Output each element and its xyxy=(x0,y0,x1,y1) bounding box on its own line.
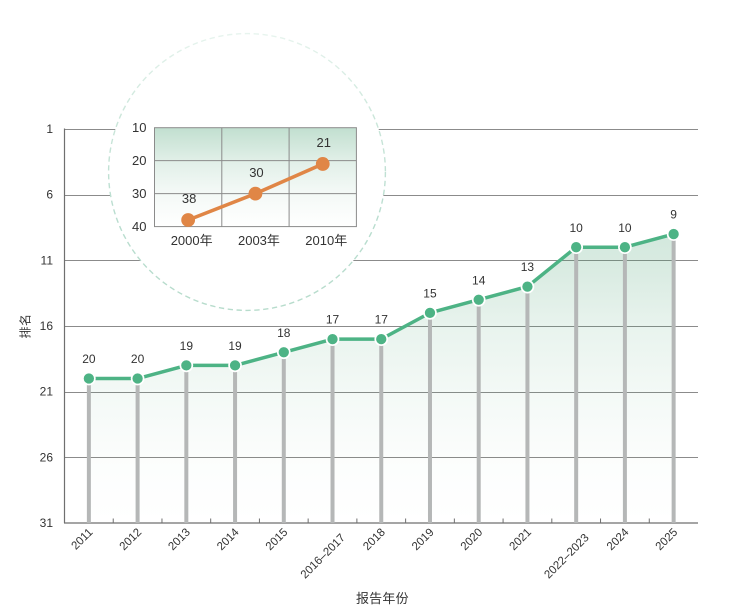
svg-text:排名: 排名 xyxy=(18,313,33,338)
svg-text:13: 13 xyxy=(521,260,535,274)
svg-text:2011: 2011 xyxy=(70,526,96,552)
svg-text:2019: 2019 xyxy=(410,526,437,553)
svg-text:2014: 2014 xyxy=(215,526,242,553)
svg-text:40: 40 xyxy=(132,219,146,234)
svg-text:1: 1 xyxy=(46,122,53,136)
svg-text:18: 18 xyxy=(277,326,291,340)
svg-text:30: 30 xyxy=(249,165,263,180)
svg-text:2022–2023: 2022–2023 xyxy=(542,532,591,581)
svg-text:19: 19 xyxy=(228,339,242,353)
svg-text:15: 15 xyxy=(423,286,437,300)
svg-text:16: 16 xyxy=(40,319,54,333)
svg-text:21: 21 xyxy=(317,135,331,150)
svg-text:2018: 2018 xyxy=(361,526,388,553)
svg-text:20: 20 xyxy=(132,153,146,168)
svg-text:9: 9 xyxy=(670,208,677,222)
svg-text:14: 14 xyxy=(472,273,486,287)
svg-text:26: 26 xyxy=(40,450,54,464)
svg-text:11: 11 xyxy=(41,253,54,267)
svg-text:6: 6 xyxy=(46,188,53,202)
svg-text:17: 17 xyxy=(326,313,340,327)
svg-text:38: 38 xyxy=(182,191,196,206)
svg-text:2016–2017: 2016–2017 xyxy=(299,532,348,581)
svg-text:2012: 2012 xyxy=(118,526,145,553)
svg-text:2024: 2024 xyxy=(605,526,632,553)
svg-text:2015: 2015 xyxy=(264,526,291,553)
svg-text:10: 10 xyxy=(569,221,583,235)
svg-text:20: 20 xyxy=(131,352,145,366)
svg-text:报告年份: 报告年份 xyxy=(356,591,409,606)
svg-text:2003年: 2003年 xyxy=(238,233,280,248)
svg-text:17: 17 xyxy=(375,313,389,327)
svg-text:21: 21 xyxy=(40,385,54,399)
svg-text:2013: 2013 xyxy=(166,526,193,553)
svg-text:2021: 2021 xyxy=(507,526,534,553)
svg-text:19: 19 xyxy=(180,339,194,353)
svg-text:20: 20 xyxy=(82,352,96,366)
svg-text:2010年: 2010年 xyxy=(305,233,347,248)
svg-text:2000年: 2000年 xyxy=(171,233,213,248)
svg-text:10: 10 xyxy=(132,120,146,135)
svg-text:30: 30 xyxy=(132,186,146,201)
svg-text:2020: 2020 xyxy=(459,526,486,553)
svg-text:2025: 2025 xyxy=(654,526,681,553)
svg-text:10: 10 xyxy=(618,221,632,235)
svg-text:31: 31 xyxy=(40,516,54,530)
